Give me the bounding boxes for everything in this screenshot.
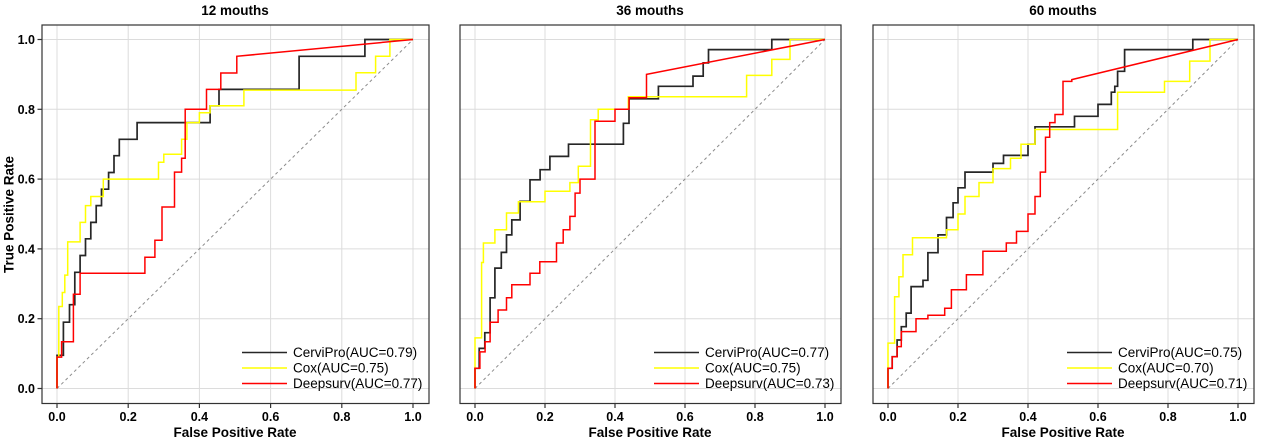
panel-border bbox=[41, 24, 430, 405]
x-tick-label: 0.8 bbox=[1159, 410, 1176, 424]
x-tick-label: 0.8 bbox=[746, 410, 763, 424]
x-axis-label-panel-2: False Positive Rate bbox=[588, 425, 712, 440]
x-tick-label: 0.8 bbox=[333, 410, 350, 424]
legend-label-cervipro: CerviPro(AUC=0.77) bbox=[705, 345, 829, 360]
x-tick-label: 1.0 bbox=[1229, 410, 1246, 424]
x-axis-label-panel-1: False Positive Rate bbox=[173, 425, 297, 440]
legend-label-deepsurv: Deepsurv(AUC=0.77) bbox=[293, 376, 422, 391]
x-tick-label: 0.0 bbox=[466, 410, 483, 424]
x-tick-label: 1.0 bbox=[816, 410, 833, 424]
x-axis-label-panel-3: False Positive Rate bbox=[1001, 425, 1125, 440]
x-tick-label: 0.6 bbox=[262, 410, 279, 424]
roc-curve-cox bbox=[474, 38, 825, 389]
x-tick-label: 0.0 bbox=[48, 410, 65, 424]
panel-title-60-mouths: 60 mouths bbox=[1029, 3, 1097, 18]
x-tick-label: 0.0 bbox=[879, 410, 896, 424]
y-tick-label: 0.6 bbox=[18, 173, 35, 187]
legend-label-cervipro: CerviPro(AUC=0.79) bbox=[293, 345, 417, 360]
y-tick-label: 0.8 bbox=[18, 103, 35, 117]
x-tick-label: 0.2 bbox=[536, 410, 553, 424]
y-tick-label: 1.0 bbox=[18, 33, 35, 47]
diagonal-reference-line bbox=[474, 39, 826, 389]
legend-label-deepsurv: Deepsurv(AUC=0.73) bbox=[705, 376, 834, 391]
roc-curve-deepsurv bbox=[474, 38, 826, 389]
legend-label-cox: Cox(AUC=0.70) bbox=[1118, 361, 1214, 376]
diagonal-reference-line bbox=[56, 39, 414, 389]
panel-border bbox=[459, 24, 842, 405]
x-tick-label: 0.4 bbox=[606, 410, 623, 424]
roc-curve-deepsurv bbox=[56, 38, 414, 389]
roc-curve-cervipro bbox=[887, 38, 1238, 389]
y-axis-label: True Positive Rate bbox=[1, 155, 17, 274]
x-tick-label: 1.0 bbox=[404, 410, 421, 424]
legend-label-cox: Cox(AUC=0.75) bbox=[705, 361, 801, 376]
y-tick-label: 0.0 bbox=[18, 382, 35, 396]
legend-label-cervipro: CerviPro(AUC=0.75) bbox=[1118, 345, 1242, 360]
x-tick-label: 0.2 bbox=[120, 410, 137, 424]
roc-curve-cervipro bbox=[474, 38, 825, 389]
roc-curve-cox bbox=[887, 38, 1238, 389]
x-tick-label: 0.4 bbox=[191, 410, 208, 424]
x-tick-label: 0.6 bbox=[676, 410, 693, 424]
legend-label-cox: Cox(AUC=0.75) bbox=[293, 361, 389, 376]
roc-curve-deepsurv bbox=[887, 38, 1239, 389]
panel-title-12-mouths: 12 mouths bbox=[201, 3, 269, 18]
panel-border bbox=[872, 24, 1255, 405]
y-tick-label: 0.2 bbox=[18, 312, 35, 326]
legend-label-deepsurv: Deepsurv(AUC=0.71) bbox=[1118, 376, 1247, 391]
roc-curve-cox bbox=[56, 38, 413, 389]
x-tick-label: 0.4 bbox=[1019, 410, 1036, 424]
y-tick-label: 0.4 bbox=[18, 242, 35, 256]
panel-title-36-mouths: 36 mouths bbox=[616, 3, 684, 18]
x-tick-label: 0.2 bbox=[949, 410, 966, 424]
x-tick-label: 0.6 bbox=[1089, 410, 1106, 424]
diagonal-reference-line bbox=[887, 39, 1239, 389]
